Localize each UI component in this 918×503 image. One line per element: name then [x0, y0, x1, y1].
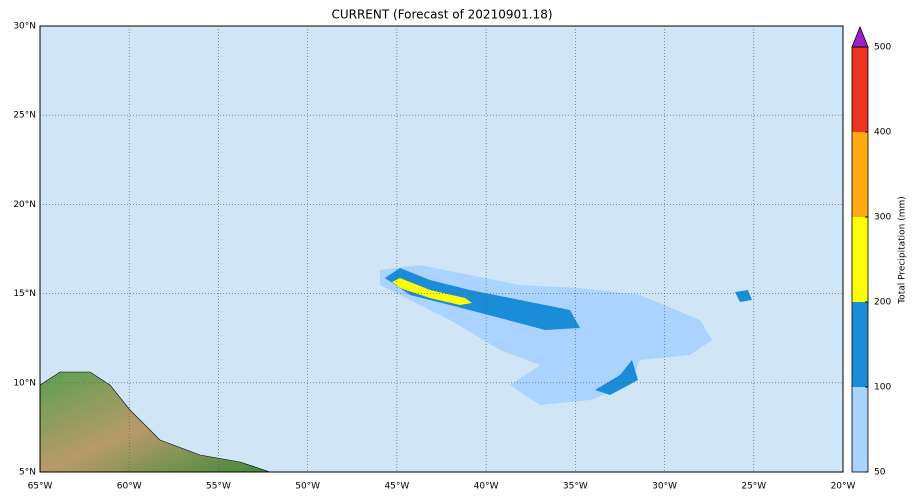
lon-label: 65°W [28, 482, 53, 492]
ocean [40, 26, 843, 472]
lon-label: 30°W [652, 482, 677, 492]
colorbar-tick-label: 200 [874, 298, 891, 308]
colorbar-segment [852, 132, 868, 217]
lon-label: 50°W [295, 482, 320, 492]
colorbar-segment [852, 47, 868, 132]
lat-label: 20°N [13, 200, 36, 210]
lon-label: 55°W [206, 482, 231, 492]
land [40, 371, 271, 472]
lon-label: 40°W [474, 482, 499, 492]
title: CURRENT (Forecast of 20210901.18) [331, 8, 552, 22]
lat-label: 5°N [19, 468, 36, 478]
lat-label: 15°N [13, 289, 36, 299]
precip-medium [735, 290, 752, 302]
colorbar-tick-label: 500 [874, 43, 891, 53]
colorbar-tick-label: 100 [874, 383, 891, 393]
precip-medium [385, 268, 580, 330]
colorbar-label: Total Precipitation (mm) [898, 196, 908, 305]
lon-label: 20°W [831, 482, 856, 492]
colorbar-frame [851, 46, 869, 473]
colorbar-tick-label: 50 [874, 468, 886, 478]
colorbar-segment [852, 387, 868, 472]
map-layer [40, 265, 752, 472]
lon-label: 25°W [741, 482, 766, 492]
plot-frame [39, 25, 844, 473]
precip-heavy [392, 278, 472, 305]
colorbar-tick-label: 400 [874, 128, 891, 138]
lat-label: 25°N [13, 111, 36, 121]
lat-label: 30°N [13, 22, 36, 32]
precip-medium [595, 360, 638, 395]
lon-label: 45°W [384, 482, 409, 492]
lat-label: 10°N [13, 378, 36, 388]
colorbar-segment [852, 302, 868, 387]
lon-label: 60°W [117, 482, 142, 492]
colorbar-extend [851, 25, 869, 48]
colorbar-segment [852, 217, 868, 302]
colorbar-tick-label: 300 [874, 213, 891, 223]
lon-label: 35°W [563, 482, 588, 492]
